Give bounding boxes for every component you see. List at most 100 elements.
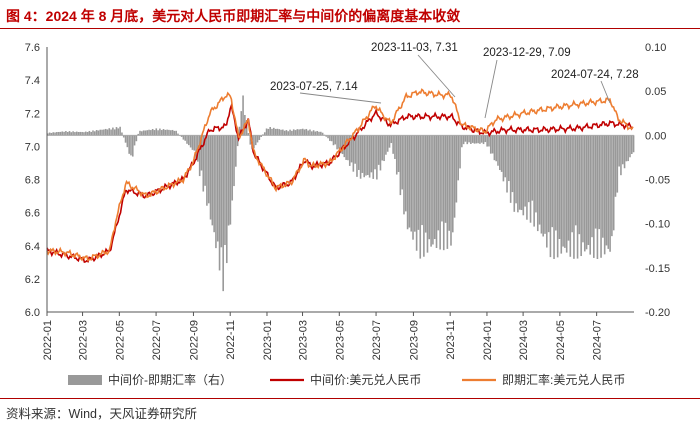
spread-bar <box>222 135 224 292</box>
right-tick-label: 0.00 <box>645 130 666 142</box>
spread-bar <box>191 135 194 150</box>
right-tick-label: -0.15 <box>645 263 670 275</box>
spread-bar <box>464 135 467 142</box>
spread-bar <box>517 135 519 213</box>
spread-bar <box>585 135 588 250</box>
spread-bar <box>198 135 201 177</box>
spread-bar <box>341 135 344 155</box>
spread-bar <box>361 135 364 173</box>
annotation-label: 2024-07-24, 7.28 <box>551 69 639 81</box>
spread-bar <box>435 135 438 248</box>
spread-bar <box>77 131 80 136</box>
spread-bar <box>75 131 78 136</box>
left-tick-label: 7.4 <box>25 75 40 87</box>
spread-bar <box>551 135 554 228</box>
spread-bar <box>283 130 286 136</box>
spread-bar <box>110 129 112 136</box>
spread-bar <box>94 131 96 136</box>
spread-bar <box>625 135 628 162</box>
spread-bar <box>547 135 550 233</box>
spread-bar <box>130 135 132 156</box>
spread-bar <box>74 132 76 136</box>
left-tick-label: 6.2 <box>25 274 40 286</box>
spread-bar <box>609 135 611 252</box>
spread-bar <box>574 135 577 226</box>
spread-bar <box>538 135 541 225</box>
spread-bar <box>569 135 572 257</box>
spread-bar <box>157 130 159 136</box>
spread-bar <box>108 128 111 136</box>
right-tick-label: 0.10 <box>645 42 666 54</box>
spot-rate-line <box>46 88 634 262</box>
spread-bar <box>325 135 328 137</box>
spread-bar <box>441 135 443 222</box>
spread-bar <box>148 129 150 136</box>
right-tick-label: -0.20 <box>645 307 670 319</box>
spread-bar <box>567 135 570 241</box>
annotation-leader <box>484 59 498 119</box>
spread-bar <box>186 135 188 144</box>
chart-svg: 6.0 6.2 6.4 6.6 6.8 7.0 7.2 7.4 7.6 0.10 0.05 0.00… <box>25 42 670 387</box>
spread-bar <box>383 135 385 162</box>
spread-bar <box>524 135 526 207</box>
spread-bar <box>451 135 454 233</box>
spread-bar <box>423 135 425 257</box>
spread-bars <box>47 95 635 292</box>
spread-bar <box>66 132 69 136</box>
spread-bar <box>594 135 597 229</box>
spread-bar <box>580 135 582 257</box>
spread-bar <box>54 132 56 136</box>
spread-bar <box>526 135 528 220</box>
spread-bar <box>238 126 241 136</box>
spread-bar <box>115 127 118 136</box>
spread-bar <box>428 135 431 240</box>
annotation-label: 2023-12-29, 7.09 <box>483 47 571 59</box>
spread-bar <box>511 135 514 193</box>
spread-bar <box>227 135 230 226</box>
left-tick-label: 6.6 <box>25 208 40 220</box>
spread-bar <box>202 135 205 192</box>
spread-bar <box>300 129 302 136</box>
x-tick-label: 2023-03 <box>298 320 310 360</box>
spread-bar <box>112 127 114 136</box>
spread-bar <box>576 135 579 259</box>
spread-bar <box>453 135 456 218</box>
spread-bar <box>146 130 149 136</box>
spread-bar <box>117 128 120 136</box>
spread-bar <box>162 129 165 136</box>
spread-bar <box>135 135 138 142</box>
spread-bar <box>70 132 73 136</box>
spread-bar <box>571 135 573 233</box>
spread-bar <box>367 135 369 176</box>
spread-bar <box>269 127 271 136</box>
spread-bar <box>602 135 604 238</box>
x-tick-label: 2023-11 <box>445 320 457 360</box>
spread-bar <box>544 135 546 234</box>
spread-bar <box>535 135 537 213</box>
spread-bar <box>348 135 351 166</box>
spread-bar <box>466 135 469 145</box>
spread-bar <box>160 130 163 136</box>
spread-bar <box>258 135 261 140</box>
spread-bar <box>84 131 87 136</box>
spread-bar <box>471 135 474 143</box>
spread-bar <box>598 135 601 230</box>
spread-bar <box>235 135 237 167</box>
spread-bar <box>630 135 633 154</box>
spread-bar <box>276 128 279 136</box>
spread-bar <box>173 130 176 136</box>
spread-bar <box>65 131 67 136</box>
spread-bar <box>61 131 64 136</box>
spread-bar <box>363 135 365 178</box>
spread-bar <box>168 129 170 136</box>
spread-bar <box>417 135 420 230</box>
spread-bar <box>462 135 465 145</box>
spread-bar <box>442 135 445 251</box>
spread-bar <box>404 135 407 212</box>
spread-bar <box>414 135 416 232</box>
spread-bar <box>555 135 557 231</box>
spread-bar <box>379 135 382 171</box>
spread-bar <box>583 135 586 252</box>
spread-bar <box>265 128 268 136</box>
x-tick-label: 2024-01 <box>482 320 494 360</box>
